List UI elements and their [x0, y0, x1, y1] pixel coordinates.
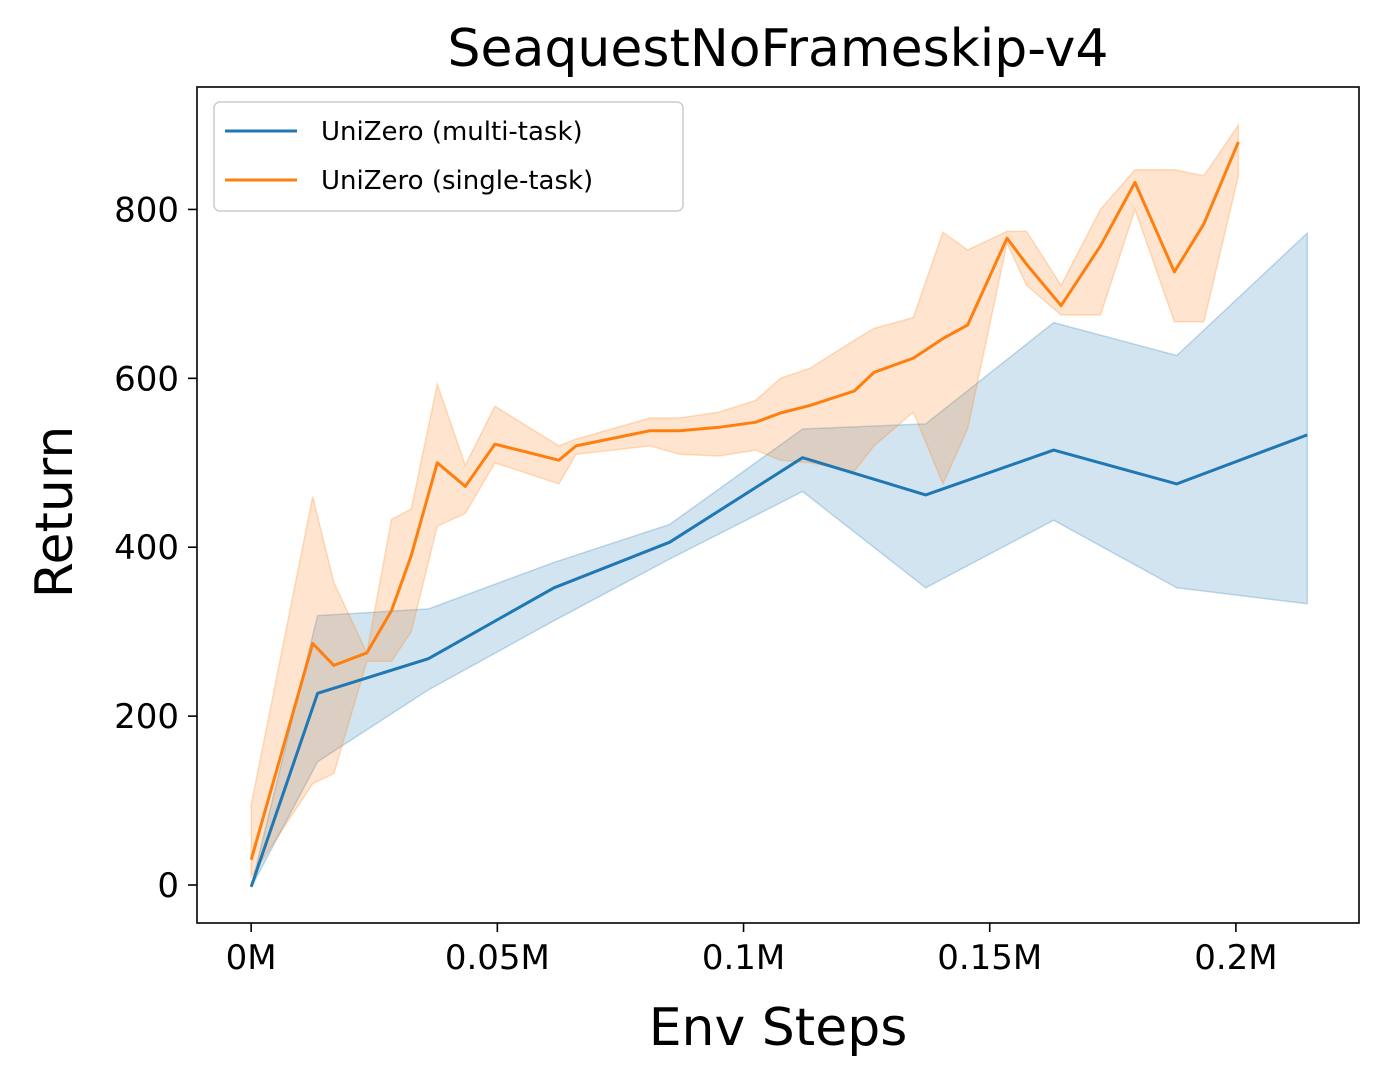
series-band-0 — [250, 231, 1309, 888]
x-tick-label: 0.05M — [445, 938, 550, 978]
legend-label-single-task: UniZero (single-task) — [321, 166, 593, 196]
plot-frame — [196, 86, 1360, 924]
y-tick-label: 0 — [157, 866, 179, 906]
x-tick-label: 0.2M — [1194, 938, 1277, 978]
y-tick-label: 200 — [114, 697, 179, 737]
legend-label-multi-task: UniZero (multi-task) — [321, 117, 583, 147]
x-axis-label: Env Steps — [649, 998, 908, 1058]
y-tick-label: 800 — [114, 190, 179, 230]
series-band-1 — [250, 122, 1240, 880]
y-tick-label: 600 — [114, 359, 179, 399]
legend-box — [213, 101, 684, 212]
confidence-bands — [250, 122, 1309, 888]
chart-title: SeaquestNoFrameskip-v4 — [448, 19, 1109, 79]
y-axis-ticks: 0 200 400 600 800 — [114, 190, 197, 906]
series-line-0 — [249, 433, 1308, 888]
legend: UniZero (multi-task) UniZero (single-tas… — [213, 101, 684, 212]
series-line-1 — [249, 141, 1240, 861]
x-tick-label: 0.15M — [937, 938, 1042, 978]
x-tick-label: 0.1M — [702, 938, 785, 978]
series-lines — [249, 141, 1308, 888]
x-axis-ticks: 0M 0.05M 0.1M 0.15M 0.2M — [226, 923, 1278, 978]
y-tick-label: 400 — [114, 528, 179, 568]
x-tick-label: 0M — [226, 938, 277, 978]
y-axis-label: Return — [25, 426, 85, 599]
